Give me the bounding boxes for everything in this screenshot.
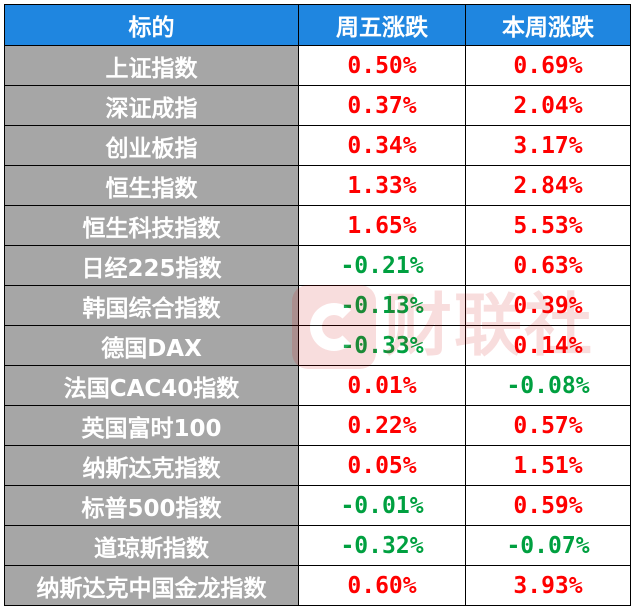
index-name: 深证成指 — [4, 85, 299, 126]
friday-change-value: -0.13% — [298, 285, 466, 326]
weekly-change-value: 0.59% — [465, 485, 631, 526]
weekly-change-value: 2.04% — [465, 85, 631, 126]
table-row: 韩国综合指数 -0.13% 0.39% — [4, 285, 631, 326]
weekly-change-value: -0.08% — [465, 365, 631, 406]
weekly-change-value: 5.53% — [465, 205, 631, 246]
index-name: 标普500指数 — [4, 485, 299, 526]
table-header-row: 标的 周五涨跌 本周涨跌 — [4, 4, 631, 46]
table-body: 上证指数 0.50% 0.69% 深证成指 0.37% 2.04% 创业板指 0.34% 3.1… — [4, 45, 631, 606]
table-row: 纳斯达克中国金龙指数 0.60% 3.93% — [4, 565, 631, 606]
header-friday-change: 周五涨跌 — [298, 4, 466, 46]
index-name: 韩国综合指数 — [4, 285, 299, 326]
friday-change-value: 0.34% — [298, 125, 466, 166]
friday-change-value: 0.22% — [298, 405, 466, 446]
weekly-change-value: -0.07% — [465, 525, 631, 566]
friday-change-value: -0.01% — [298, 485, 466, 526]
weekly-change-value: 0.69% — [465, 45, 631, 86]
table-row: 法国CAC40指数 0.01% -0.08% — [4, 365, 631, 406]
weekly-change-value: 3.93% — [465, 565, 631, 606]
friday-change-value: 0.37% — [298, 85, 466, 126]
table-row: 恒生科技指数 1.65% 5.53% — [4, 205, 631, 246]
weekly-change-value: 1.51% — [465, 445, 631, 486]
table-row: 上证指数 0.50% 0.69% — [4, 45, 631, 86]
header-target: 标的 — [4, 4, 299, 46]
market-table-container: 标的 周五涨跌 本周涨跌 上证指数 0.50% 0.69% 深证成指 0.37% 2.04… — [4, 4, 631, 606]
index-name: 法国CAC40指数 — [4, 365, 299, 406]
friday-change-value: 0.60% — [298, 565, 466, 606]
index-name: 纳斯达克中国金龙指数 — [4, 565, 299, 606]
table-row: 标普500指数 -0.01% 0.59% — [4, 485, 631, 526]
table-row: 深证成指 0.37% 2.04% — [4, 85, 631, 126]
index-name: 道琼斯指数 — [4, 525, 299, 566]
friday-change-value: -0.32% — [298, 525, 466, 566]
table-row: 德国DAX -0.33% 0.14% — [4, 325, 631, 366]
weekly-change-value: 0.63% — [465, 245, 631, 286]
friday-change-value: 0.50% — [298, 45, 466, 86]
table-row: 英国富时100 0.22% 0.57% — [4, 405, 631, 446]
friday-change-value: 0.01% — [298, 365, 466, 406]
weekly-change-value: 0.14% — [465, 325, 631, 366]
friday-change-value: 0.05% — [298, 445, 466, 486]
table-row: 恒生指数 1.33% 2.84% — [4, 165, 631, 206]
weekly-change-value: 0.57% — [465, 405, 631, 446]
table-row: 纳斯达克指数 0.05% 1.51% — [4, 445, 631, 486]
index-name: 上证指数 — [4, 45, 299, 86]
index-name: 纳斯达克指数 — [4, 445, 299, 486]
weekly-change-value: 3.17% — [465, 125, 631, 166]
index-name: 恒生科技指数 — [4, 205, 299, 246]
index-name: 日经225指数 — [4, 245, 299, 286]
friday-change-value: 1.65% — [298, 205, 466, 246]
table-row: 日经225指数 -0.21% 0.63% — [4, 245, 631, 286]
market-index-table: 标的 周五涨跌 本周涨跌 上证指数 0.50% 0.69% 深证成指 0.37% 2.04… — [4, 4, 631, 606]
index-name: 创业板指 — [4, 125, 299, 166]
table-row: 道琼斯指数 -0.32% -0.07% — [4, 525, 631, 566]
friday-change-value: -0.21% — [298, 245, 466, 286]
index-name: 英国富时100 — [4, 405, 299, 446]
table-row: 创业板指 0.34% 3.17% — [4, 125, 631, 166]
friday-change-value: -0.33% — [298, 325, 466, 366]
index-name: 德国DAX — [4, 325, 299, 366]
header-weekly-change: 本周涨跌 — [465, 4, 631, 46]
index-name: 恒生指数 — [4, 165, 299, 206]
weekly-change-value: 2.84% — [465, 165, 631, 206]
friday-change-value: 1.33% — [298, 165, 466, 206]
weekly-change-value: 0.39% — [465, 285, 631, 326]
